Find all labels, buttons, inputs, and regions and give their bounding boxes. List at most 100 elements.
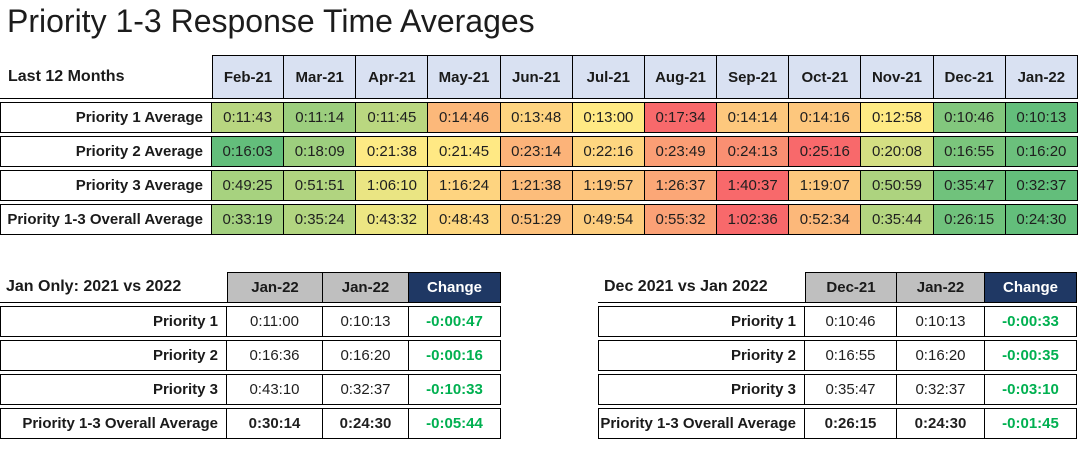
row-label-cell: Priority 1 [598,306,805,337]
row-label-cell: Priority 2 Average [0,136,212,167]
time-value-cell: 0:49:25 [212,170,285,201]
time-value-cell: 0:10:13 [323,306,409,337]
comparison-title: Dec 2021 vs Jan 2022 [598,272,805,303]
time-value-cell: 0:11:14 [284,102,357,133]
time-value-cell: 0:16:20 [1005,136,1078,167]
month-header-cell: Mar-21 [284,55,357,99]
time-value-cell: 1:16:24 [428,170,501,201]
time-value-cell: 0:10:46 [805,306,897,337]
time-value-cell: 0:12:58 [861,102,934,133]
time-value-cell: 1:06:10 [356,170,429,201]
time-value-cell: 1:40:37 [717,170,790,201]
change-value-cell: -0:03:10 [985,374,1077,405]
month-header-cell: Jun-21 [500,55,573,99]
change-value-cell: -0:00:16 [409,340,501,371]
time-value-cell: 0:35:24 [284,204,357,235]
time-value-cell: 0:32:37 [1005,170,1078,201]
time-value-cell: 0:24:30 [1005,204,1078,235]
heatmap-row: Priority 3 Average 0:49:25 0:51:51 1:06:10 1… [0,170,1078,201]
time-value-cell: 0:43:10 [227,374,323,405]
time-value-cell: 0:35:47 [805,374,897,405]
time-value-cell: 0:16:55 [933,136,1006,167]
time-value-cell: 0:43:32 [356,204,429,235]
time-value-cell: 0:11:43 [212,102,285,133]
time-value-cell: 0:16:20 [897,340,985,371]
response-time-report: Priority 1-3 Response Time Averages Last… [0,3,1080,442]
row-label-cell: Priority 1 [0,306,227,337]
time-value-cell: 0:18:09 [284,136,357,167]
time-value-cell: 0:26:15 [805,408,897,439]
heatmap-row: Priority 1 Average 0:11:43 0:11:14 0:11:45 0… [0,102,1078,133]
row-label-cell: Priority 3 [0,374,227,405]
heatmap-header-row: Last 12 Months Feb-21 Mar-21 Apr-21 May-21 Ju… [0,55,1078,99]
change-value-cell: -0:00:35 [985,340,1077,371]
time-value-cell: 0:17:34 [644,102,718,133]
time-value-cell: 1:02:36 [717,204,790,235]
time-value-cell: 0:24:13 [717,136,790,167]
comparison-row: Priority 2 0:16:55 0:16:20 -0:00:35 [598,340,1077,371]
time-value-cell: 0:16:36 [227,340,323,371]
comparison-row: Priority 3 0:35:47 0:32:37 -0:03:10 [598,374,1077,405]
month-header-cell: Dec-21 [933,55,1006,99]
time-value-cell: 0:24:30 [323,408,409,439]
comparison-month-header-cell: Jan-22 [897,272,985,303]
change-value-cell: -0:05:44 [409,408,501,439]
time-value-cell: 1:19:57 [572,170,645,201]
month-header-cell: Feb-21 [212,55,285,99]
comparison-row: Priority 3 0:43:10 0:32:37 -0:10:33 [0,374,501,405]
row-label-cell: Priority 1 Average [0,102,212,133]
time-value-cell: 1:21:38 [500,170,573,201]
time-value-cell: 0:21:45 [428,136,501,167]
time-value-cell: 1:26:37 [644,170,718,201]
time-value-cell: 0:16:03 [212,136,285,167]
time-value-cell: 0:50:59 [861,170,934,201]
time-value-cell: 0:23:49 [644,136,718,167]
heatmap-row: Priority 1-3 Overall Average 0:33:19 0:35:… [0,204,1078,235]
change-header-cell: Change [985,272,1077,303]
comparison-header-row: Dec 2021 vs Jan 2022 Dec-21 Jan-22 Change [598,272,1077,303]
time-value-cell: 0:25:16 [789,136,862,167]
heatmap-row: Priority 2 Average 0:16:03 0:18:09 0:21:38 0… [0,136,1078,167]
time-value-cell: 0:23:14 [500,136,573,167]
comparison-row: Priority 1 0:10:46 0:10:13 -0:00:33 [598,306,1077,337]
time-value-cell: 0:52:34 [789,204,862,235]
comparison-month-header-cell: Jan-22 [227,272,323,303]
time-value-cell: 0:16:20 [323,340,409,371]
time-value-cell: 0:49:54 [572,204,645,235]
time-value-cell: 0:10:13 [1005,102,1078,133]
time-value-cell: 0:35:47 [933,170,1006,201]
change-value-cell: -0:01:45 [985,408,1077,439]
comparison-row: Priority 1 0:11:00 0:10:13 -0:00:47 [0,306,501,337]
time-value-cell: 0:11:45 [356,102,429,133]
time-value-cell: 0:51:29 [500,204,573,235]
time-value-cell: 0:10:13 [897,306,985,337]
comparison-header-row: Jan Only: 2021 vs 2022 Jan-22 Jan-22 Change [0,272,501,303]
time-value-cell: 0:35:44 [861,204,934,235]
time-value-cell: 0:24:30 [897,408,985,439]
change-value-cell: -0:00:33 [985,306,1077,337]
comparison-month-header-cell: Jan-22 [323,272,409,303]
time-value-cell: 0:30:14 [227,408,323,439]
row-label-cell: Priority 2 [598,340,805,371]
dec-jan-comparison-table: Dec 2021 vs Jan 2022 Dec-21 Jan-22 Change P… [598,269,1077,442]
row-label-cell: Priority 1-3 Overall Average [0,408,227,439]
time-value-cell: 0:11:00 [227,306,323,337]
time-value-cell: 0:32:37 [897,374,985,405]
row-label-cell: Priority 2 [0,340,227,371]
time-value-cell: 0:26:15 [933,204,1006,235]
row-label-cell: Priority 3 [598,374,805,405]
response-time-heatmap-table: Last 12 Months Feb-21 Mar-21 Apr-21 May-21 Ju… [0,52,1078,238]
time-value-cell: 0:51:51 [284,170,357,201]
comparison-month-header-cell: Dec-21 [805,272,897,303]
month-header-cell: Oct-21 [789,55,862,99]
month-header-cell: Jul-21 [572,55,645,99]
month-header-cell: Sep-21 [717,55,790,99]
row-label-cell: Priority 3 Average [0,170,212,201]
change-value-cell: -0:10:33 [409,374,501,405]
jan-comparison-table: Jan Only: 2021 vs 2022 Jan-22 Jan-22 Change… [0,269,501,442]
month-header-cell: Jan-22 [1005,55,1078,99]
time-value-cell: 0:14:46 [428,102,501,133]
table-corner-label: Last 12 Months [0,55,212,99]
page-title: Priority 1-3 Response Time Averages [7,3,535,39]
time-value-cell: 0:14:16 [789,102,862,133]
